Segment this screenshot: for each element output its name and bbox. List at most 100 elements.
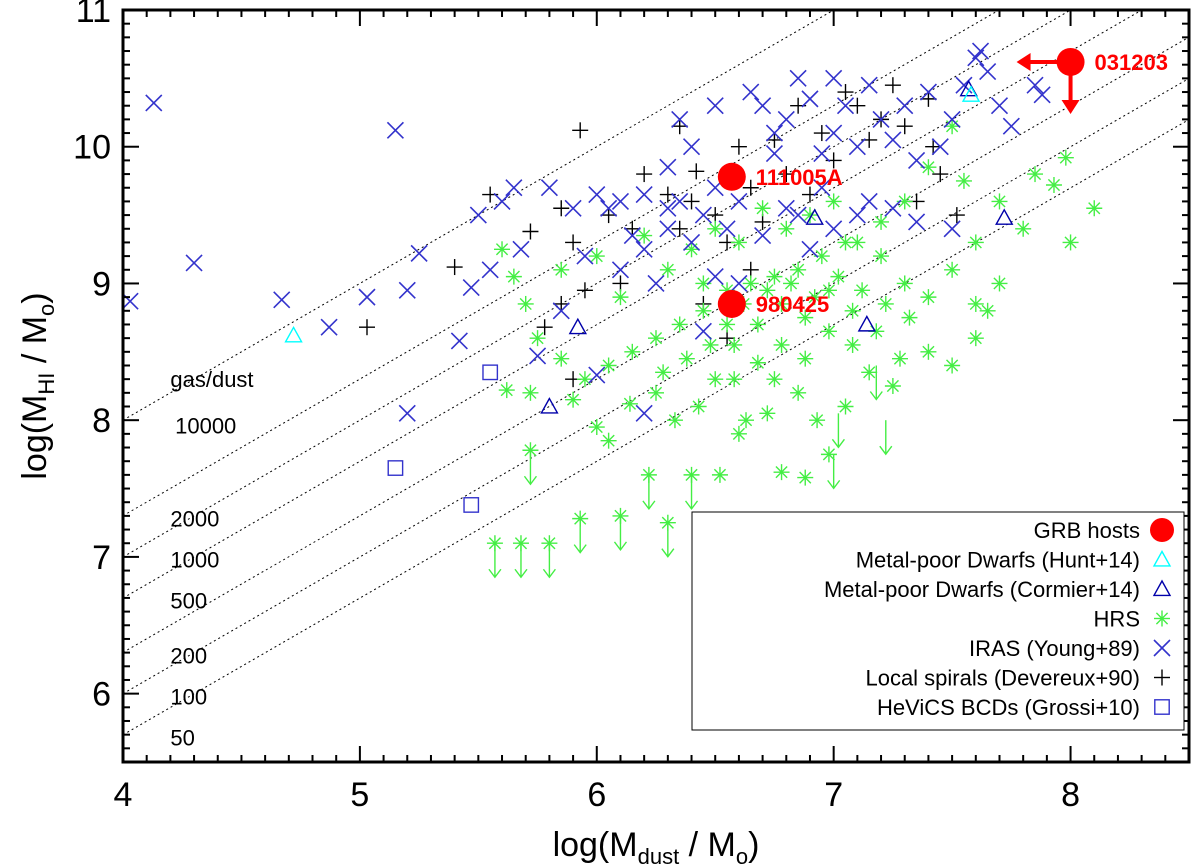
legend-label: GRB hosts <box>1034 518 1140 543</box>
x-point <box>825 220 843 238</box>
x-point <box>659 220 677 238</box>
legend-label: Metal-poor Dwarfs (Cormier+14) <box>824 577 1140 602</box>
grb-host-point <box>717 289 746 318</box>
x-point <box>919 83 937 101</box>
axis-title-part: log(M <box>553 826 638 864</box>
x-point <box>588 186 606 204</box>
upper-limit-arrowhead <box>514 568 528 579</box>
x-point <box>659 158 677 176</box>
x-point <box>512 240 530 258</box>
x-point <box>398 404 416 422</box>
series-group <box>387 364 499 513</box>
x-point <box>1026 76 1044 94</box>
x-point <box>777 199 795 217</box>
x-point <box>754 227 772 245</box>
x-point <box>493 192 511 210</box>
legend-marker <box>1150 518 1174 542</box>
x-point <box>908 151 926 169</box>
x-point <box>540 179 558 197</box>
x-point <box>789 69 807 87</box>
x-point <box>600 199 618 217</box>
x-tick-label: 4 <box>114 776 133 814</box>
x-point <box>145 94 163 112</box>
x-point <box>694 206 712 224</box>
grb-host-label: 980425 <box>756 292 829 317</box>
x-point <box>273 291 291 309</box>
upper-limit-arrowhead <box>879 445 893 456</box>
data-points <box>121 42 1103 579</box>
x-point <box>896 97 914 115</box>
x-point <box>848 206 866 224</box>
ratio-labels: 10000 2000 1000 500 200 100 50 <box>170 414 236 751</box>
ratio-line <box>122 9 1071 558</box>
x-point <box>410 244 428 262</box>
upper-limit-arrowhead <box>542 568 556 579</box>
upper-limit-arrowhead <box>827 479 841 490</box>
legend-marker <box>1153 639 1171 657</box>
series-group <box>121 42 1051 422</box>
x-point <box>706 97 724 115</box>
ratio-label: 50 <box>170 725 194 750</box>
x-point <box>801 240 819 258</box>
x-point <box>320 318 338 336</box>
x-point <box>611 261 630 279</box>
square-point <box>463 497 480 513</box>
ratio-label: 1000 <box>170 548 219 573</box>
axis-title-subscript: o <box>34 304 59 316</box>
x-point <box>450 332 468 350</box>
x-point <box>730 192 748 210</box>
square-point <box>482 364 499 381</box>
axis-title-part: / M <box>679 826 736 864</box>
triangle-point <box>568 317 588 335</box>
x-point <box>611 192 630 210</box>
triangle-point <box>284 325 303 343</box>
x-point <box>564 199 582 217</box>
x-point <box>505 179 523 197</box>
x-point <box>825 69 843 87</box>
x-point <box>813 144 831 163</box>
legend-label: HRS <box>1094 607 1140 632</box>
triangle-point <box>961 85 981 102</box>
x-point <box>801 90 819 108</box>
upper-limit-arrowhead <box>613 541 628 552</box>
x-point <box>718 220 736 238</box>
x-point <box>777 110 795 128</box>
upper-limit-arrowhead <box>869 391 883 401</box>
axis-title-part: ) <box>748 826 759 864</box>
x-point <box>659 199 677 217</box>
legend-marker <box>1152 550 1172 567</box>
ratio-line <box>122 9 1143 599</box>
legend-label: Metal-poor Dwarfs (Hunt+14) <box>856 548 1140 573</box>
grb-host-point <box>1056 47 1085 76</box>
x-point <box>872 110 890 128</box>
x-point <box>588 366 606 384</box>
x-point <box>943 110 961 128</box>
legend-label: HeViCS BCDs (Grossi+10) <box>877 695 1140 720</box>
triangle-point <box>857 315 877 332</box>
x-point <box>754 97 772 115</box>
hrs-upper-limits <box>488 365 893 579</box>
x-tick-label: 8 <box>1061 776 1080 814</box>
y-tick-label: 7 <box>92 539 111 577</box>
x-point <box>635 186 653 204</box>
x-point <box>398 281 416 299</box>
x-point <box>682 138 701 156</box>
axis-title-subscript: dust <box>638 844 680 868</box>
x-point <box>469 206 487 224</box>
x-point <box>848 138 866 156</box>
legend-marker <box>1154 699 1170 715</box>
x-point <box>979 62 997 81</box>
axis-title-subscript: HI <box>34 373 59 395</box>
ratio-label: 100 <box>170 684 207 709</box>
axis-title-subscript: o <box>736 844 748 868</box>
y-tick-label: 10 <box>73 129 111 167</box>
x-point <box>481 261 499 279</box>
triangle-point <box>995 208 1014 225</box>
x-point <box>121 292 139 310</box>
x-point <box>623 227 641 245</box>
x-point <box>694 322 712 340</box>
x-point <box>943 220 961 238</box>
x-point <box>552 302 570 320</box>
gas-dust-title: gas/dust <box>170 367 253 392</box>
